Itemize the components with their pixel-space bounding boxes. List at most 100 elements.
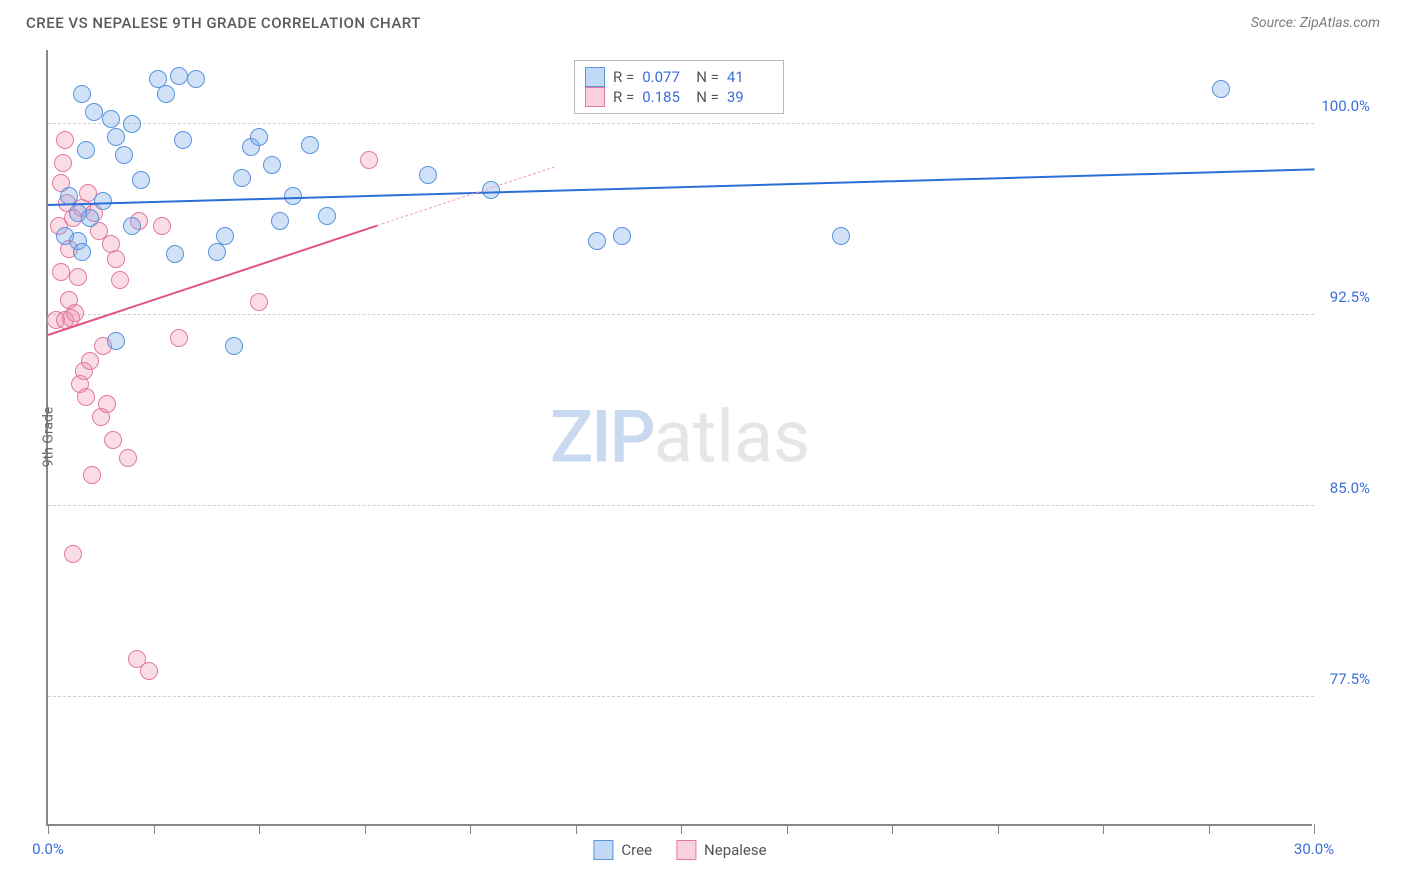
r-label: R =: [613, 68, 634, 86]
legend-swatch: [676, 840, 696, 860]
data-point: [123, 217, 141, 235]
data-point: [170, 329, 188, 347]
data-point: [115, 146, 133, 164]
legend-swatch: [585, 87, 605, 107]
watermark-part1: ZIP: [550, 395, 654, 480]
data-point: [52, 263, 70, 281]
data-point: [187, 70, 205, 88]
x-tick: [998, 824, 999, 834]
data-point: [60, 187, 78, 205]
data-point: [73, 243, 91, 261]
data-point: [832, 227, 850, 245]
data-point: [119, 449, 137, 467]
data-point: [170, 67, 188, 85]
chart-source: Source: ZipAtlas.com: [1251, 15, 1380, 31]
data-point: [263, 156, 281, 174]
data-point: [54, 154, 72, 172]
gridline: [48, 505, 1314, 506]
series-legend: Cree Nepalese: [593, 840, 766, 860]
legend-swatch: [585, 67, 605, 87]
data-point: [140, 662, 158, 680]
data-point: [233, 169, 251, 187]
watermark: ZIPatlas: [550, 395, 810, 480]
legend-item: Nepalese: [676, 840, 767, 860]
y-tick-label: 77.5%: [1330, 670, 1370, 688]
data-point: [77, 141, 95, 159]
data-point: [104, 431, 122, 449]
legend-label: Cree: [621, 841, 652, 859]
data-point: [102, 110, 120, 128]
legend-label: Nepalese: [704, 841, 767, 859]
y-tick-label: 92.5%: [1330, 288, 1370, 306]
chart-container: 9th Grade ZIPatlas R =0.077N =41R =0.185…: [46, 50, 1382, 826]
gridline: [48, 314, 1314, 315]
data-point: [216, 227, 234, 245]
y-tick-label: 85.0%: [1330, 479, 1370, 497]
x-tick: [576, 824, 577, 834]
data-point: [360, 151, 378, 169]
data-point: [64, 545, 82, 563]
data-point: [83, 466, 101, 484]
chart-header: CREE VS NEPALESE 9TH GRADE CORRELATION C…: [0, 0, 1406, 42]
data-point: [56, 131, 74, 149]
data-point: [284, 187, 302, 205]
x-tick: [365, 824, 366, 834]
data-point: [123, 115, 141, 133]
correlation-legend: R = 0.077 N = 41R = 0.185 N = 39: [574, 60, 784, 114]
data-point: [318, 207, 336, 225]
data-point: [613, 227, 631, 245]
data-point: [225, 337, 243, 355]
gridline: [48, 123, 1314, 124]
data-point: [208, 243, 226, 261]
data-point: [301, 136, 319, 154]
x-tick: [1314, 824, 1315, 834]
r-value: 0.185: [642, 88, 688, 106]
legend-swatch: [593, 840, 613, 860]
data-point: [132, 171, 150, 189]
n-label: N =: [696, 68, 719, 86]
data-point: [94, 192, 112, 210]
data-point: [588, 232, 606, 250]
data-point: [66, 304, 84, 322]
data-point: [153, 217, 171, 235]
data-point: [157, 85, 175, 103]
data-point: [69, 268, 87, 286]
data-point: [107, 128, 125, 146]
trend-line: [377, 167, 555, 226]
x-tick: [787, 824, 788, 834]
n-value: 41: [727, 68, 773, 86]
data-point: [81, 352, 99, 370]
x-tick-label: 0.0%: [32, 840, 64, 858]
y-axis-label: 9th Grade: [40, 407, 56, 468]
x-tick: [154, 824, 155, 834]
n-value: 39: [727, 88, 773, 106]
x-tick: [681, 824, 682, 834]
chart-title: CREE VS NEPALESE 9TH GRADE CORRELATION C…: [26, 14, 421, 32]
data-point: [1212, 80, 1230, 98]
y-tick-label: 100.0%: [1321, 97, 1370, 115]
legend-item: Cree: [593, 840, 652, 860]
trend-line: [48, 224, 378, 335]
data-point: [250, 128, 268, 146]
x-tick: [48, 824, 49, 834]
x-tick: [1209, 824, 1210, 834]
data-point: [85, 103, 103, 121]
data-point: [111, 271, 129, 289]
data-point: [166, 245, 184, 263]
gridline: [48, 696, 1314, 697]
data-point: [174, 131, 192, 149]
r-value: 0.077: [642, 68, 688, 86]
data-point: [73, 85, 91, 103]
data-point: [271, 212, 289, 230]
data-point: [107, 250, 125, 268]
n-label: N =: [696, 88, 719, 106]
data-point: [98, 395, 116, 413]
x-tick: [892, 824, 893, 834]
data-point: [250, 293, 268, 311]
x-tick-label: 30.0%: [1294, 840, 1334, 858]
x-tick: [1103, 824, 1104, 834]
legend-row: R = 0.077 N = 41: [585, 67, 773, 87]
x-tick: [259, 824, 260, 834]
data-point: [107, 332, 125, 350]
data-point: [77, 388, 95, 406]
